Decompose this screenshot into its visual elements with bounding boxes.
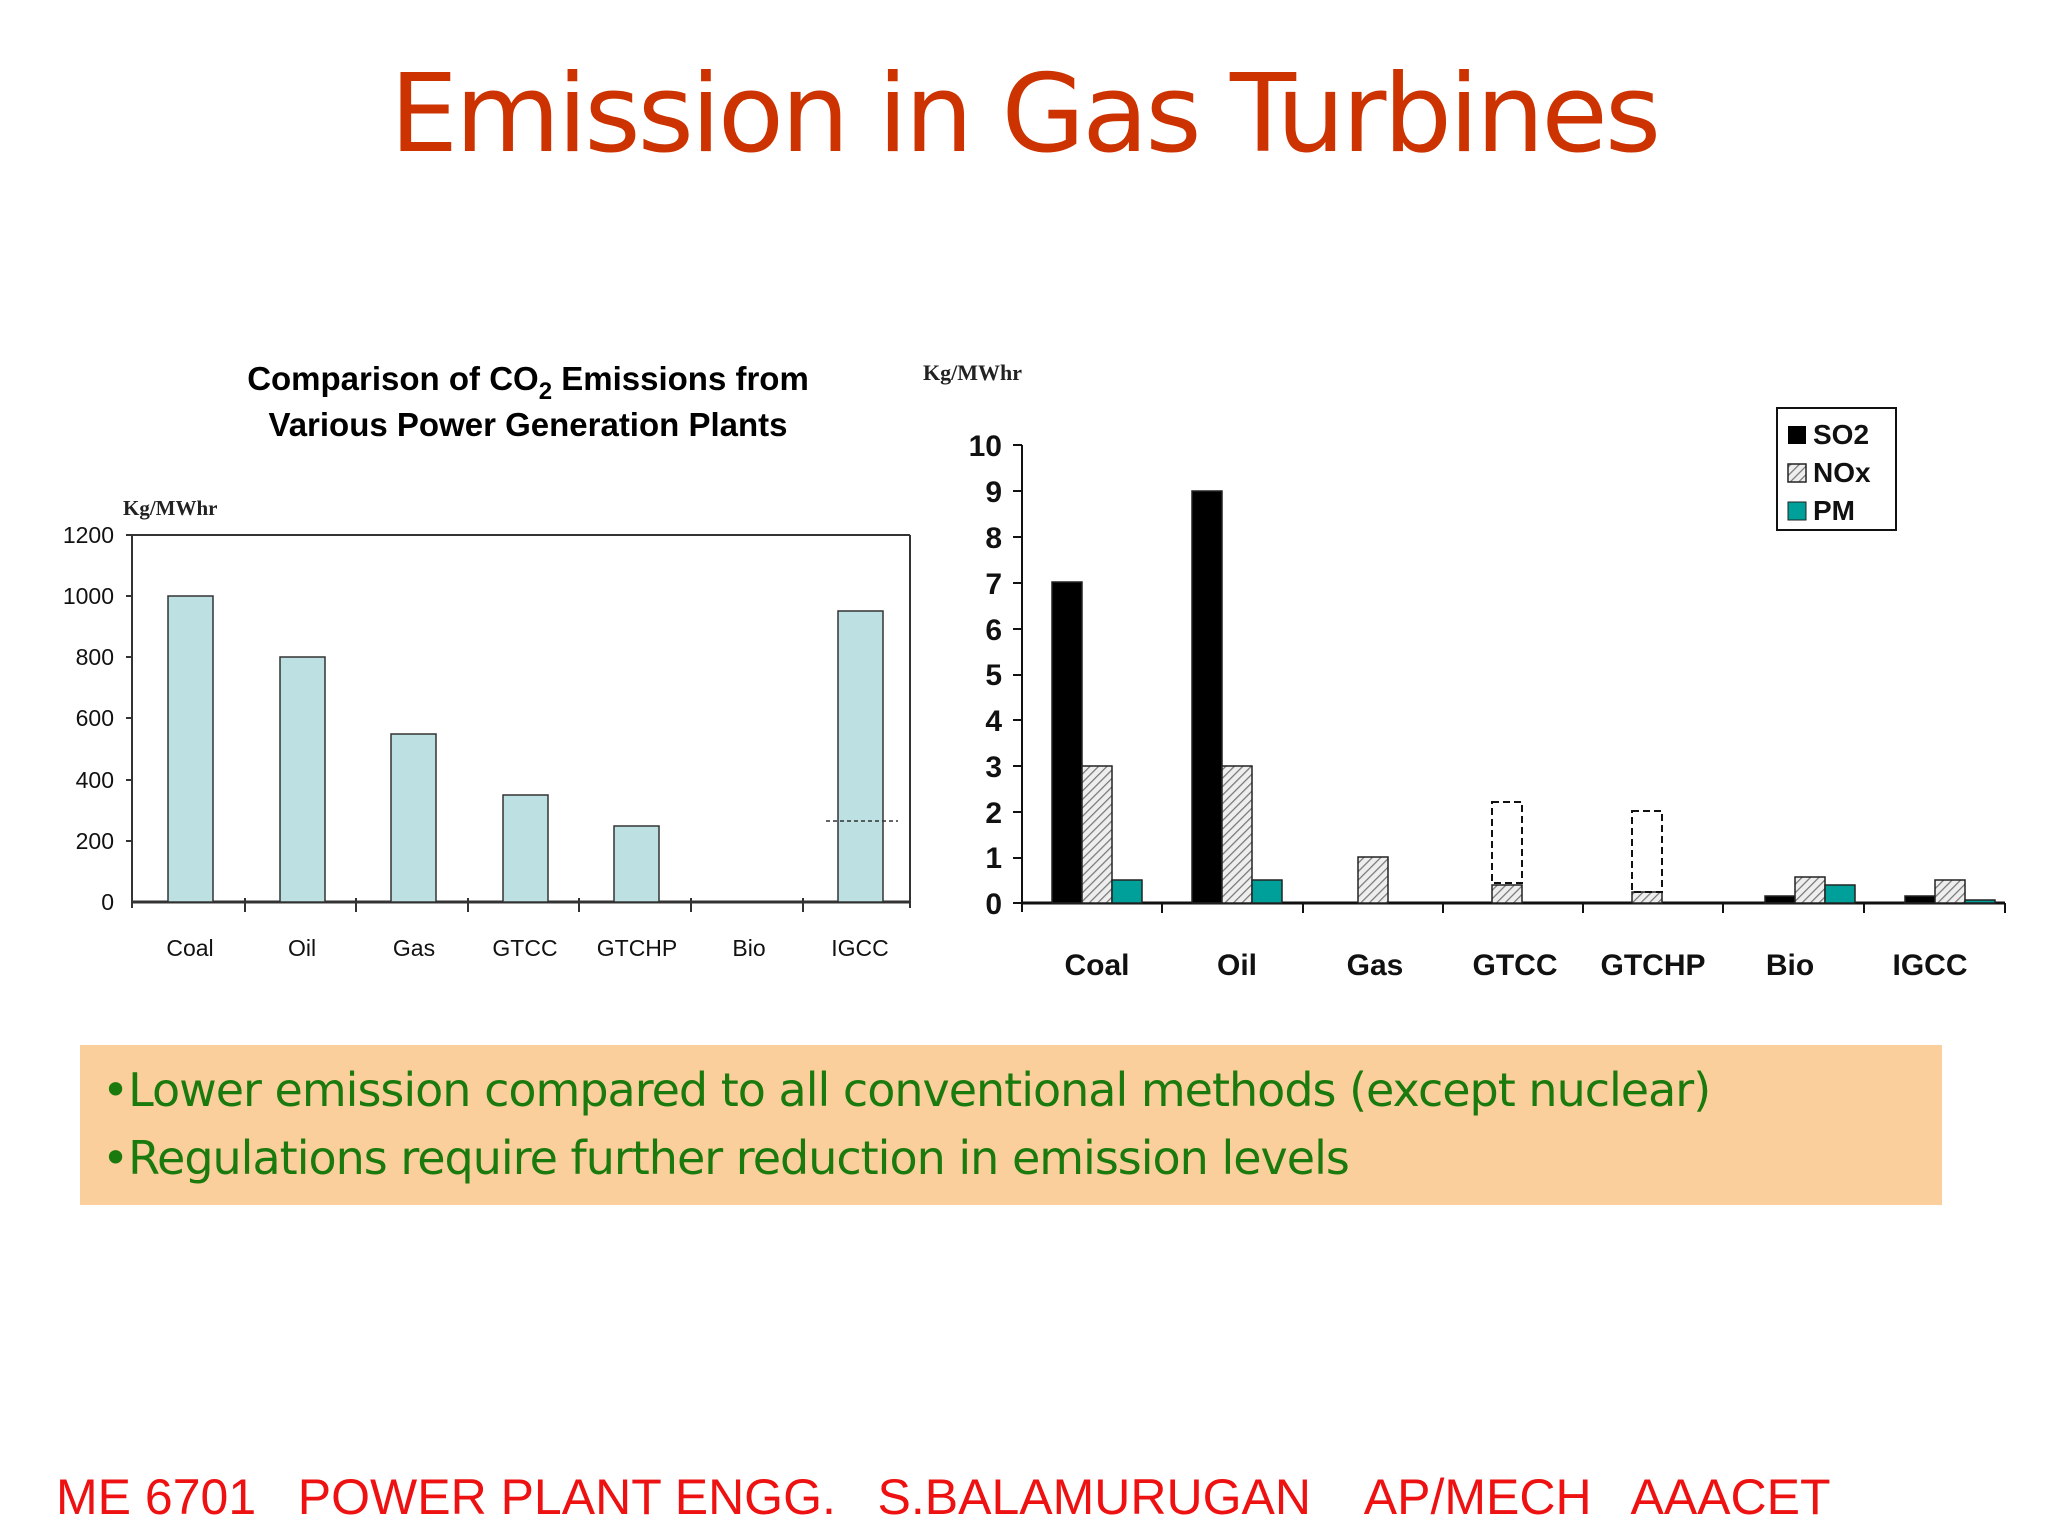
- svg-text:8: 8: [985, 522, 1002, 555]
- svg-text:9: 9: [985, 476, 1002, 509]
- svg-text:Gas: Gas: [393, 935, 435, 960]
- gtchp-dashed-range-box: [1631, 810, 1663, 893]
- pollutant-x-labels: Coal Oil Gas GTCC GTCHP Bio IGCC: [1064, 949, 1967, 982]
- slide-footer: ME 6701 POWER PLANT ENGG. S.BALAMURUGAN …: [56, 1469, 1831, 1525]
- nox-bar-gtchp: [1631, 891, 1663, 904]
- so2-bar-oil: [1191, 490, 1223, 904]
- svg-text:Bio: Bio: [1766, 949, 1814, 982]
- svg-text:10: 10: [969, 430, 1002, 463]
- co2-bar-igcc: [837, 610, 884, 903]
- pm-bar-bio: [1824, 884, 1856, 904]
- svg-text:0: 0: [985, 888, 1002, 921]
- co2-bars: [167, 595, 884, 903]
- svg-text:IGCC: IGCC: [1893, 949, 1968, 982]
- so2-bar-bio: [1764, 895, 1796, 904]
- nox-bar-coal: [1081, 765, 1113, 904]
- svg-text:400: 400: [76, 767, 114, 793]
- co2-y-axis-label: Kg/MWhr: [123, 496, 218, 520]
- co2-bar-oil: [279, 656, 326, 903]
- gtcc-dashed-range-box: [1491, 801, 1523, 884]
- svg-text:Bio: Bio: [732, 935, 765, 960]
- slide-title: Emission in Gas Turbines: [389, 52, 1661, 177]
- pollutant-chart: Kg/MWhr 0 1: [920, 350, 2030, 1000]
- co2-bar-gtchp: [613, 825, 660, 903]
- nox-bar-gtcc: [1491, 884, 1523, 904]
- co2-chart-title-line2: Various Power Generation Plants: [269, 406, 788, 443]
- pollutant-y-ticks: 0 1 2 3 4 5 6 7 8 9 10: [969, 430, 1003, 921]
- legend-pm-label: PM: [1813, 495, 1855, 526]
- svg-text:IGCC: IGCC: [831, 935, 889, 960]
- svg-text:GTCHP: GTCHP: [597, 935, 678, 960]
- co2-bar-gtcc: [502, 794, 549, 903]
- co2-y-ticks: 0 200 400 600 800 1000 1200: [63, 522, 114, 915]
- svg-text:5: 5: [985, 659, 1002, 692]
- legend-so2-label: SO2: [1813, 419, 1869, 450]
- bullet-regulations: •Regulations require further reduction i…: [102, 1131, 1350, 1185]
- svg-text:Coal: Coal: [1064, 949, 1129, 982]
- svg-text:1: 1: [985, 842, 1002, 875]
- co2-chart-title-line1: Comparison of CO2 Emissions from: [247, 360, 809, 405]
- svg-text:600: 600: [76, 705, 114, 731]
- nox-bar-gas: [1357, 856, 1389, 904]
- pm-bar-coal: [1111, 879, 1143, 904]
- pollutant-y-axis-label: Kg/MWhr: [923, 360, 1022, 385]
- legend-so2-swatch: [1788, 426, 1806, 444]
- co2-bar-coal: [167, 595, 214, 903]
- svg-text:1000: 1000: [63, 583, 114, 609]
- svg-text:1200: 1200: [63, 522, 114, 548]
- pollutant-bars: [1051, 490, 1996, 904]
- legend-nox-label: NOx: [1813, 457, 1871, 488]
- nox-bar-igcc: [1934, 879, 1966, 904]
- co2-x-labels: Coal Oil Gas GTCC GTCHP Bio IGCC: [166, 935, 889, 961]
- svg-text:0: 0: [101, 889, 114, 915]
- co2-bar-gas: [390, 733, 437, 903]
- legend-nox-swatch: [1787, 463, 1807, 483]
- nox-bar-bio: [1794, 876, 1826, 904]
- nox-bar-oil: [1221, 765, 1253, 904]
- pollutant-legend: SO2 NOx PM: [1776, 407, 1897, 531]
- svg-text:7: 7: [985, 568, 1002, 601]
- svg-text:GTCC: GTCC: [492, 935, 557, 960]
- svg-text:Coal: Coal: [166, 935, 213, 960]
- legend-pm-swatch: [1787, 501, 1807, 521]
- co2-chart: Comparison of CO2 Emissions from Various…: [40, 360, 920, 961]
- so2-bar-coal: [1051, 581, 1083, 904]
- svg-text:200: 200: [76, 828, 114, 854]
- bullet-lower-emission: •Lower emission compared to all conventi…: [102, 1063, 1711, 1117]
- svg-text:4: 4: [985, 705, 1002, 738]
- svg-text:Oil: Oil: [1217, 949, 1257, 982]
- pm-bar-oil: [1251, 879, 1283, 904]
- svg-text:3: 3: [985, 751, 1002, 784]
- pm-bar-igcc: [1964, 899, 1996, 904]
- svg-text:GTCHP: GTCHP: [1601, 949, 1706, 982]
- svg-text:Gas: Gas: [1347, 949, 1404, 982]
- svg-text:Oil: Oil: [288, 935, 316, 960]
- svg-text:6: 6: [985, 614, 1002, 647]
- svg-text:800: 800: [76, 644, 114, 670]
- summary-bullet-box: •Lower emission compared to all conventi…: [80, 1045, 1942, 1205]
- svg-text:2: 2: [985, 797, 1002, 830]
- so2-bar-igcc: [1904, 895, 1936, 904]
- svg-text:GTCC: GTCC: [1473, 949, 1558, 982]
